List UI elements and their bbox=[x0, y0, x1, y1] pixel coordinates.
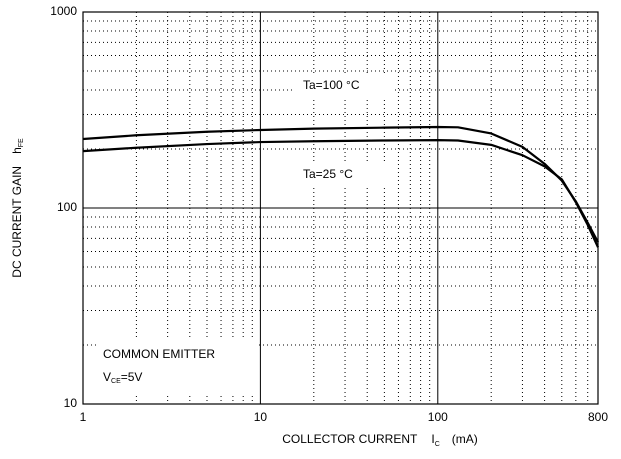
x-tick-label: 100 bbox=[428, 410, 448, 424]
x-tick-label: 10 bbox=[254, 410, 268, 424]
annotation-value: =5V bbox=[121, 370, 143, 384]
y-axis-label: DC CURRENT GAIN hFE bbox=[10, 138, 25, 278]
annotation: COMMON EMITTER bbox=[103, 347, 215, 361]
plot-frame bbox=[82, 11, 599, 405]
annotation: VCE=5V bbox=[103, 370, 142, 385]
y-tick-label: 1000 bbox=[50, 4, 77, 18]
y-tick-label: 10 bbox=[64, 396, 78, 410]
series-label: Ta=25 °C bbox=[303, 167, 353, 181]
series-label: Ta=100 °C bbox=[303, 78, 360, 92]
annotation-subscript: CE bbox=[111, 378, 121, 385]
x-label-symbol: I bbox=[431, 432, 434, 446]
series-line bbox=[82, 139, 599, 248]
x-label-subscript: C bbox=[435, 441, 440, 448]
annotation-symbol: V bbox=[103, 370, 111, 384]
x-axis-label: COLLECTOR CURRENT IC (mA) bbox=[282, 432, 478, 448]
label-background bbox=[295, 75, 395, 97]
annotation-background bbox=[96, 340, 256, 396]
y-label-text: DC CURRENT GAIN bbox=[10, 166, 24, 278]
y-label-subscript: FE bbox=[18, 138, 25, 147]
x-label-unit: (mA) bbox=[452, 432, 478, 446]
x-tick-label: 1 bbox=[80, 410, 87, 424]
y-tick-label: 100 bbox=[57, 200, 77, 214]
x-tick-label: 800 bbox=[588, 410, 608, 424]
x-label-text: COLLECTOR CURRENT bbox=[282, 432, 418, 446]
y-label-symbol: h bbox=[10, 147, 24, 154]
label-background bbox=[295, 164, 395, 186]
